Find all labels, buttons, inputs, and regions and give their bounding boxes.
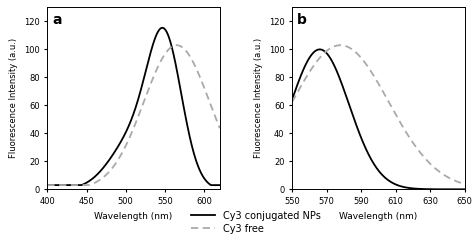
Legend: Cy3 conjugated NPs, Cy3 free: Cy3 conjugated NPs, Cy3 free [187,207,325,237]
X-axis label: Wavelength (nm): Wavelength (nm) [339,211,418,221]
X-axis label: Wavelength (nm): Wavelength (nm) [94,211,173,221]
Y-axis label: Fluorescence Intensity (a.u.): Fluorescence Intensity (a.u.) [254,38,263,158]
Y-axis label: Fluorescence Intensity (a.u.): Fluorescence Intensity (a.u.) [9,38,18,158]
Text: b: b [297,13,307,27]
Text: a: a [53,13,62,27]
